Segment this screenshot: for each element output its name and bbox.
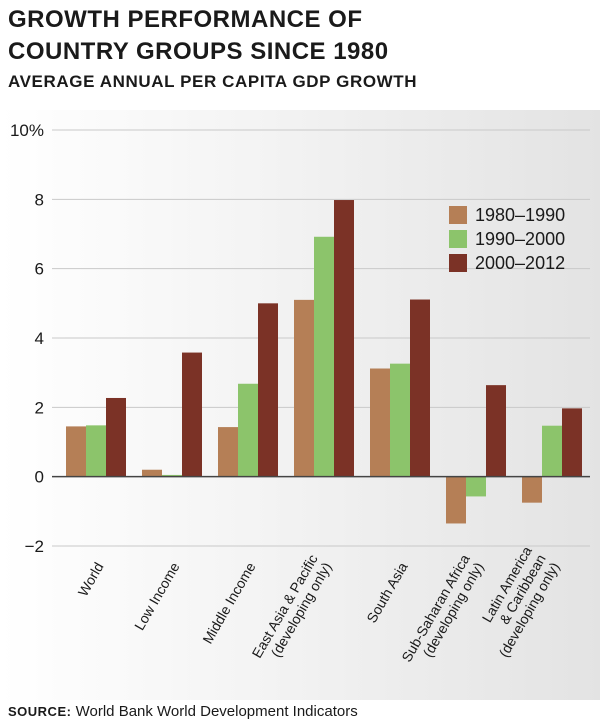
category-label: Latin America& Caribbean(developing only… xyxy=(468,543,563,660)
category-label: Sub-Saharan Africa(developing only) xyxy=(398,551,487,672)
bar-1980–1990 xyxy=(66,426,86,477)
bar-1980–1990 xyxy=(446,476,466,524)
category-label: Middle Income xyxy=(199,559,258,646)
bar-1990–2000 xyxy=(162,474,182,477)
y-tick-label: 6 xyxy=(35,260,44,279)
y-tick-label: 10% xyxy=(10,121,44,140)
bar-1980–1990 xyxy=(370,368,390,477)
legend-swatch-1990–2000 xyxy=(449,230,467,248)
bar-1990–2000 xyxy=(390,363,410,477)
legend-label: 1990–2000 xyxy=(475,229,565,249)
legend-swatch-2000–2012 xyxy=(449,254,467,272)
bar-1980–1990 xyxy=(218,427,238,477)
title-line-2: COUNTRY GROUPS SINCE 1980 xyxy=(8,38,389,65)
y-tick-label: 0 xyxy=(35,468,44,487)
legend-swatch-1980–1990 xyxy=(449,206,467,224)
source-text: World Bank World Development Indicators xyxy=(75,703,358,720)
y-tick-label: −2 xyxy=(25,537,44,556)
category-label: East Asia & Pacific(developing only) xyxy=(249,552,335,669)
bar-2000–2012 xyxy=(334,200,354,477)
bar-2000–2012 xyxy=(562,408,582,477)
bar-1990–2000 xyxy=(314,236,334,477)
category-label: Low Income xyxy=(131,559,183,633)
category-label: South Asia xyxy=(363,559,410,625)
bar-2000–2012 xyxy=(106,397,126,477)
bar-2000–2012 xyxy=(410,299,430,477)
y-tick-label: 8 xyxy=(35,190,44,209)
bar-2000–2012 xyxy=(182,352,202,477)
bar-1990–2000 xyxy=(238,383,258,477)
chart-title: GROWTH PERFORMANCE OF COUNTRY GROUPS SIN… xyxy=(8,4,389,68)
y-tick-label: 4 xyxy=(35,329,44,348)
bar-chart: −2 0 2 4 6 8 10% World Low Income Middle IncomeEa… xyxy=(10,121,590,672)
source-note: SOURCE: World Bank World Development Ind… xyxy=(8,703,358,720)
y-tick-label: 2 xyxy=(35,398,44,417)
bar-1990–2000 xyxy=(542,425,562,477)
bar-1990–2000 xyxy=(466,476,486,497)
legend-label: 2000–2012 xyxy=(475,253,565,273)
source-label: SOURCE: xyxy=(8,704,72,719)
bar-2000–2012 xyxy=(258,303,278,477)
category-label: World xyxy=(75,560,107,599)
chart-subtitle: AVERAGE ANNUAL PER CAPITA GDP GROWTH xyxy=(8,72,418,91)
legend-label: 1980–1990 xyxy=(475,205,565,225)
bar-1980–1990 xyxy=(294,299,314,477)
bar-1990–2000 xyxy=(86,425,106,477)
title-line-1: GROWTH PERFORMANCE OF xyxy=(8,6,363,33)
bar-1980–1990 xyxy=(142,469,162,477)
bar-2000–2012 xyxy=(486,385,506,477)
bar-1980–1990 xyxy=(522,476,542,503)
